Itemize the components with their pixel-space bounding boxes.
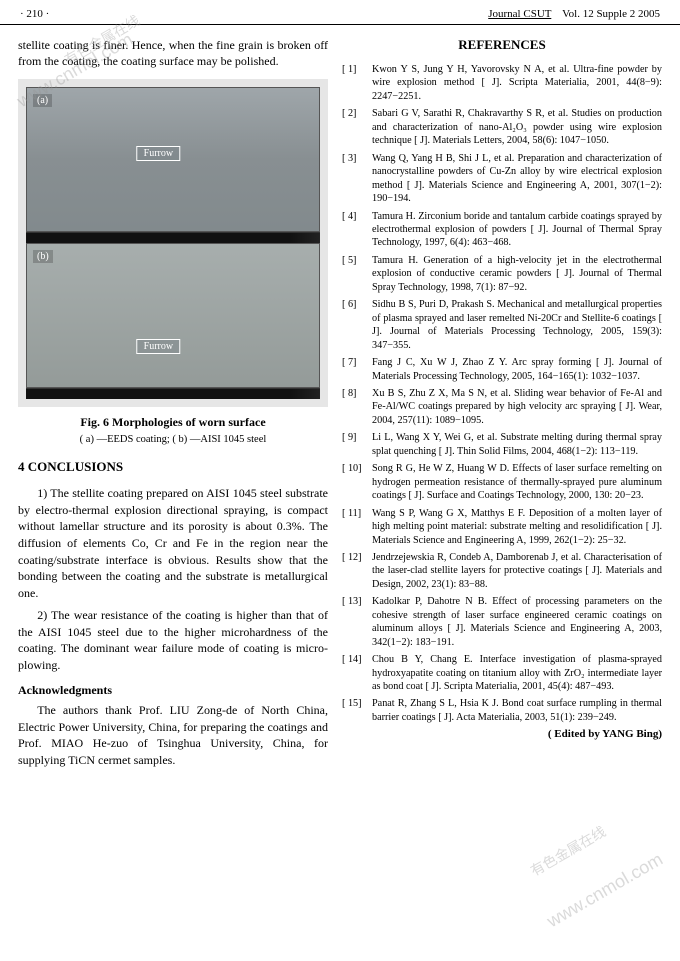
- reference-number: [ 14]: [342, 653, 372, 693]
- reference-text: Xu B S, Zhu Z X, Ma S N, et al. Sliding …: [372, 387, 662, 427]
- reference-text: Li L, Wang X Y, Wei G, et al. Substrate …: [372, 431, 662, 458]
- right-column: REFERENCES [ 1]Kwon Y S, Jung Y H, Yavor…: [342, 37, 662, 775]
- reference-item: [ 5]Tamura H. Generation of a high-veloc…: [342, 254, 662, 294]
- reference-number: [ 7]: [342, 356, 372, 383]
- references-heading: REFERENCES: [342, 37, 662, 53]
- reference-item: [ 15]Panat R, Zhang S L, Hsia K J. Bond …: [342, 697, 662, 724]
- reference-text: Chou B Y, Chang E. Interface investigati…: [372, 653, 662, 693]
- reference-text: Jendrzejewskia R, Condeb A, Damborenab J…: [372, 551, 662, 591]
- reference-number: [ 12]: [342, 551, 372, 591]
- reference-item: [ 4]Tamura H. Zirconium boride and tanta…: [342, 210, 662, 250]
- reference-item: [ 10]Song R G, He W Z, Huang W D. Effect…: [342, 462, 662, 502]
- figure-panel-a: (a) Furrow: [26, 87, 320, 232]
- reference-text: Kadolkar P, Dahotre N B. Effect of proce…: [372, 595, 662, 649]
- scalebar-b: [26, 388, 320, 399]
- panel-label-b: (b): [33, 250, 53, 263]
- reference-item: [ 3]Wang Q, Yang H B, Shi J L, et al. Pr…: [342, 152, 662, 206]
- figure-panel-b-wrap: (b) Furrow: [26, 243, 320, 399]
- reference-item: [ 9]Li L, Wang X Y, Wei G, et al. Substr…: [342, 431, 662, 458]
- reference-number: [ 9]: [342, 431, 372, 458]
- figure-caption: Fig. 6 Morphologies of worn surface: [18, 415, 328, 430]
- conclusion-2: 2) The wear resistance of the coating is…: [18, 607, 328, 673]
- reference-number: [ 2]: [342, 107, 372, 147]
- watermark-cn-bottom: 有色金属在线: [527, 821, 610, 880]
- reference-text: Song R G, He W Z, Huang W D. Effects of …: [372, 462, 662, 502]
- page-number: · 210 ·: [20, 8, 49, 20]
- reference-number: [ 6]: [342, 298, 372, 352]
- reference-text: Wang S P, Wang G X, Matthys E F. Deposit…: [372, 507, 662, 547]
- reference-number: [ 15]: [342, 697, 372, 724]
- acknowledgments-text: The authors thank Prof. LIU Zong-de of N…: [18, 702, 328, 768]
- reference-number: [ 8]: [342, 387, 372, 427]
- reference-number: [ 4]: [342, 210, 372, 250]
- conclusion-1: 1) The stellite coating prepared on AISI…: [18, 485, 328, 601]
- reference-text: Tamura H. Zirconium boride and tantalum …: [372, 210, 662, 250]
- watermark-url-bottom: www.cnmol.com: [543, 849, 666, 932]
- acknowledgments-heading: Acknowledgments: [18, 683, 328, 698]
- reference-text: Wang Q, Yang H B, Shi J L, et al. Prepar…: [372, 152, 662, 206]
- intro-paragraph: stellite coating is finer. Hence, when t…: [18, 37, 328, 69]
- reference-text: Fang J C, Xu W J, Zhao Z Y. Arc spray fo…: [372, 356, 662, 383]
- reference-number: [ 1]: [342, 63, 372, 103]
- reference-number: [ 5]: [342, 254, 372, 294]
- furrow-label-a: Furrow: [137, 146, 180, 161]
- reference-text: Panat R, Zhang S L, Hsia K J. Bond coat …: [372, 697, 662, 724]
- reference-item: [ 7]Fang J C, Xu W J, Zhao Z Y. Arc spra…: [342, 356, 662, 383]
- furrow-label-b: Furrow: [137, 339, 180, 354]
- reference-text: Tamura H. Generation of a high-velocity …: [372, 254, 662, 294]
- reference-item: [ 6]Sidhu B S, Puri D, Prakash S. Mechan…: [342, 298, 662, 352]
- figure-panel-a-wrap: (a) Furrow: [26, 87, 320, 243]
- reference-item: [ 11]Wang S P, Wang G X, Matthys E F. De…: [342, 507, 662, 547]
- conclusions-heading: 4 CONCLUSIONS: [18, 459, 328, 475]
- reference-text: Sidhu B S, Puri D, Prakash S. Mechanical…: [372, 298, 662, 352]
- reference-item: [ 2]Sabari G V, Sarathi R, Chakravarthy …: [342, 107, 662, 147]
- page-header: · 210 · Journal CSUT Vol. 12 Supple 2 20…: [0, 0, 680, 25]
- figure-subcaption: ( a) —EEDS coating; ( b) —AISI 1045 stee…: [18, 434, 328, 445]
- edited-by: ( Edited by YANG Bing): [342, 728, 662, 740]
- figure-6: (a) Furrow (b) Furrow: [18, 79, 328, 407]
- scalebar-a: [26, 232, 320, 243]
- references-list: [ 1]Kwon Y S, Jung Y H, Yavorovsky N A, …: [342, 63, 662, 724]
- reference-number: [ 3]: [342, 152, 372, 206]
- panel-label-a: (a): [33, 94, 52, 107]
- figure-panel-b: (b) Furrow: [26, 243, 320, 388]
- reference-item: [ 12]Jendrzejewskia R, Condeb A, Dambore…: [342, 551, 662, 591]
- reference-number: [ 10]: [342, 462, 372, 502]
- reference-number: [ 11]: [342, 507, 372, 547]
- two-column-layout: stellite coating is finer. Hence, when t…: [0, 37, 680, 775]
- reference-item: [ 14]Chou B Y, Chang E. Interface invest…: [342, 653, 662, 693]
- reference-item: [ 1]Kwon Y S, Jung Y H, Yavorovsky N A, …: [342, 63, 662, 103]
- reference-number: [ 13]: [342, 595, 372, 649]
- reference-item: [ 13]Kadolkar P, Dahotre N B. Effect of …: [342, 595, 662, 649]
- reference-item: [ 8]Xu B S, Zhu Z X, Ma S N, et al. Slid…: [342, 387, 662, 427]
- reference-text: Kwon Y S, Jung Y H, Yavorovsky N A, et a…: [372, 63, 662, 103]
- reference-text: Sabari G V, Sarathi R, Chakravarthy S R,…: [372, 107, 662, 147]
- left-column: stellite coating is finer. Hence, when t…: [18, 37, 328, 775]
- journal-line: Journal CSUT Vol. 12 Supple 2 2005: [488, 8, 660, 20]
